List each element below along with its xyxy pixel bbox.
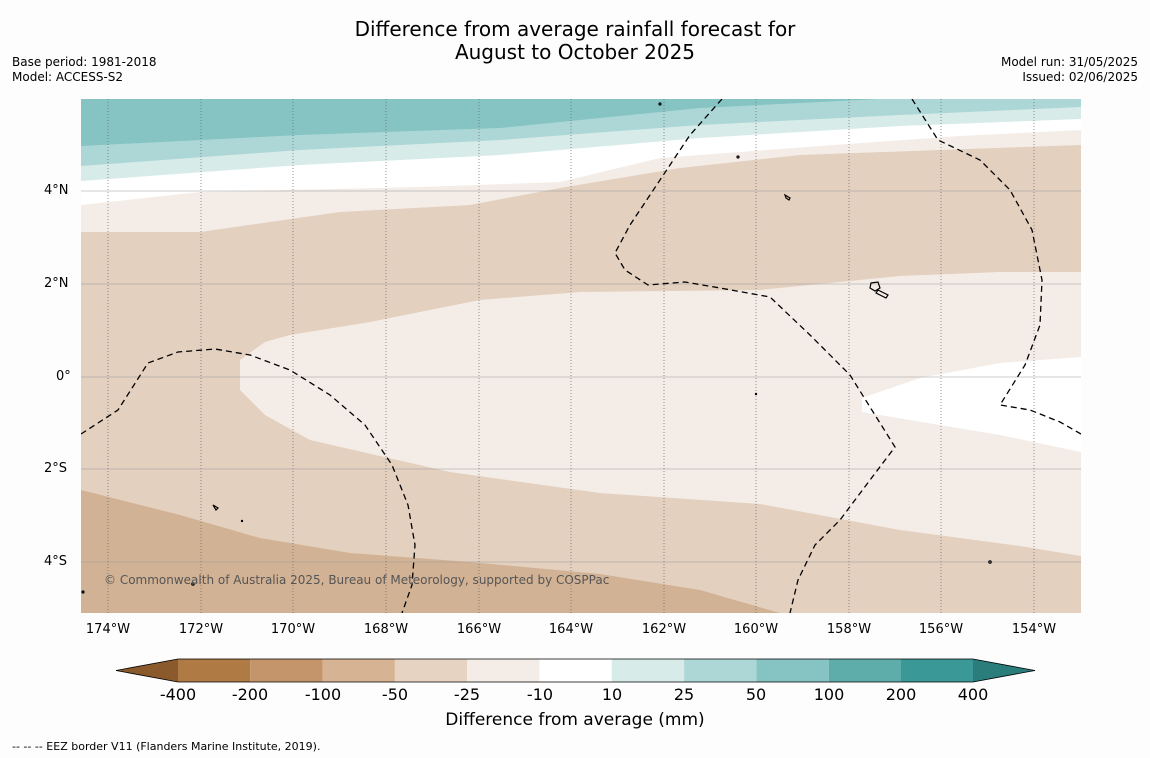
- field-minus-100: [81, 490, 780, 613]
- island: [81, 590, 85, 594]
- colorbar-tick-label: 200: [885, 685, 917, 704]
- map-title: Difference from average rainfall forecas…: [0, 18, 1150, 64]
- base-period: Base period: 1981-2018: [12, 55, 157, 69]
- lat-label: 2°N: [44, 276, 69, 291]
- colorbar-tick-label: 400: [957, 685, 989, 704]
- lat-label: 0°: [56, 369, 71, 384]
- lat-label: 2°S: [44, 461, 68, 476]
- island: [875, 289, 889, 299]
- lon-label: 158°W: [826, 622, 872, 637]
- lon-label: 174°W: [85, 622, 131, 637]
- colorbar-tick-label: -200: [231, 685, 269, 704]
- colorbar-swatch: [756, 659, 829, 682]
- island: [658, 102, 662, 106]
- island: [754, 392, 758, 396]
- colorbar-tick-label: -25: [453, 685, 481, 704]
- colorbar-swatch: [178, 659, 251, 682]
- lon-label: 160°W: [733, 622, 779, 637]
- lon-label: 154°W: [1011, 622, 1057, 637]
- colorbar-tick-label: 25: [673, 685, 695, 704]
- lon-label: 166°W: [456, 622, 502, 637]
- island: [869, 281, 881, 292]
- colorbar-swatch: [901, 659, 973, 682]
- island: [212, 504, 219, 511]
- island: [988, 560, 992, 564]
- island: [736, 155, 740, 159]
- lon-label: 162°W: [641, 622, 687, 637]
- colorbar-tick-label: 50: [745, 685, 767, 704]
- colorbar: [115, 658, 1036, 683]
- lon-label: 164°W: [548, 622, 594, 637]
- issued-date: Issued: 02/06/2025: [1022, 70, 1138, 84]
- field-minus-25-central: [240, 272, 1081, 556]
- colorbar-title: Difference from average (mm): [445, 710, 705, 730]
- colorbar-swatch: [250, 659, 323, 682]
- colorbar-swatch: [322, 659, 395, 682]
- colorbar-tick-label: -400: [159, 685, 197, 704]
- colorbar-extend-high: [973, 659, 1035, 682]
- field-neutral-east: [862, 357, 1081, 452]
- lon-label: 172°W: [178, 622, 224, 637]
- colorbar-swatch: [611, 659, 685, 682]
- colorbar-outline: [115, 658, 1036, 683]
- island: [783, 193, 791, 201]
- colorbar-swatch: [828, 659, 901, 682]
- lat-label: 4°S: [44, 554, 68, 569]
- colorbar-tick-label: 100: [813, 685, 845, 704]
- colorbar-extend-low: [116, 659, 178, 682]
- island: [191, 582, 195, 586]
- islands: [81, 102, 992, 594]
- eez-border-west: [81, 348, 416, 613]
- lon-label: 168°W: [363, 622, 409, 637]
- eez-borders: [81, 99, 1081, 613]
- colorbar-tick-label: -10: [526, 685, 554, 704]
- lon-label: 170°W: [270, 622, 316, 637]
- copyright-text: © Commonwealth of Australia 2025, Bureau…: [104, 573, 609, 587]
- colorbar-tick-label: 10: [601, 685, 623, 704]
- colorbar-tick-label: -50: [381, 685, 409, 704]
- meta-left: Base period: 1981-2018 Model: ACCESS-S2: [12, 55, 157, 85]
- lat-label: 4°N: [44, 183, 69, 198]
- graticule: [81, 99, 1081, 613]
- island: [240, 519, 244, 523]
- colorbar-swatch: [539, 659, 612, 682]
- title-line-1: Difference from average rainfall forecas…: [354, 17, 796, 41]
- model-name: Model: ACCESS-S2: [12, 70, 124, 84]
- colorbar-tick-label: -100: [304, 685, 342, 704]
- rainfall-fields: [81, 99, 1081, 613]
- eez-legend-note: -- -- -- EEZ border V11 (Flanders Marine…: [12, 740, 321, 753]
- model-run: Model run: 31/05/2025: [1000, 55, 1138, 69]
- field-plus-100: [81, 99, 880, 146]
- title-line-2: August to October 2025: [454, 40, 696, 64]
- meta-right: Model run: 31/05/2025 Issued: 02/06/2025: [1001, 55, 1138, 85]
- colorbar-swatch: [394, 659, 468, 682]
- colorbar-swatch: [467, 659, 540, 682]
- eez-border-east: [911, 99, 1081, 435]
- colorbar-swatch: [684, 659, 757, 682]
- lon-label: 156°W: [918, 622, 964, 637]
